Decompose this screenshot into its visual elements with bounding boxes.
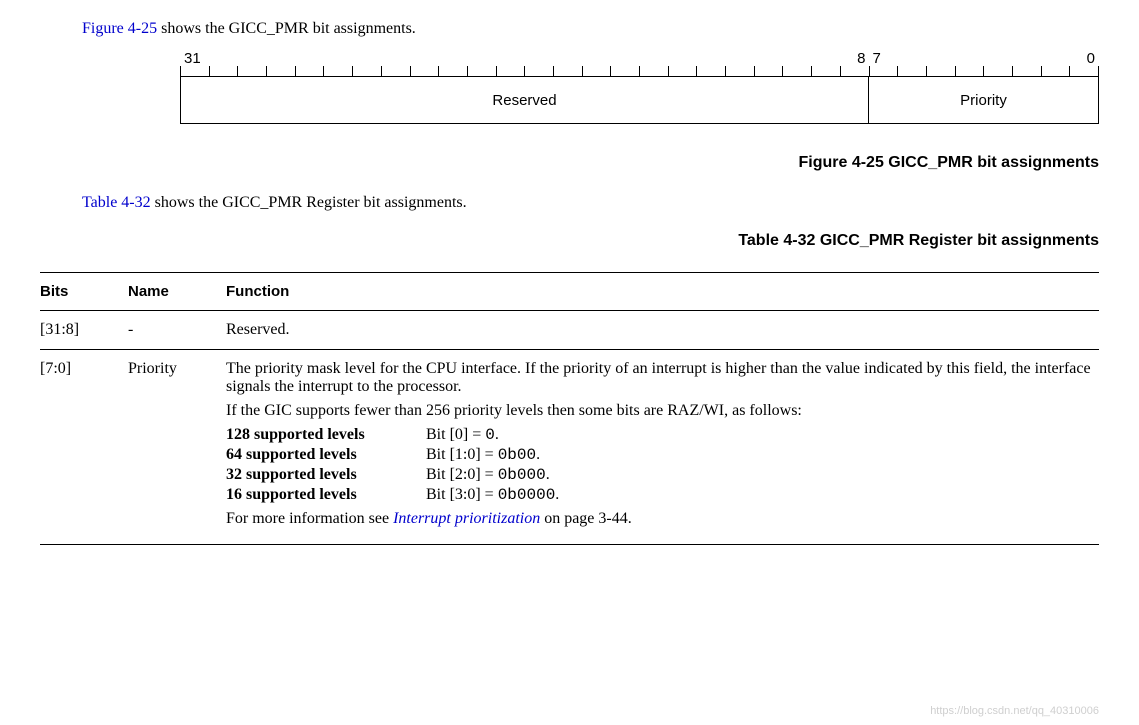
bit-tick bbox=[237, 66, 266, 76]
cell-function: Reserved. bbox=[226, 311, 1099, 350]
table-caption: Table 4-32 GICC_PMR Register bit assignm… bbox=[40, 232, 1099, 250]
bit-tick bbox=[1041, 66, 1070, 76]
tick-label: 8 bbox=[857, 50, 865, 67]
bitfield-tick-row: 31 87 0 bbox=[180, 54, 1099, 76]
table-row: [31:8] - Reserved. bbox=[40, 311, 1099, 350]
levels-value: Bit [1:0] = 0b00. bbox=[426, 446, 540, 464]
bit-tick bbox=[955, 66, 984, 76]
bit-tick bbox=[295, 66, 324, 76]
levels-label: 16 supported levels bbox=[226, 486, 426, 504]
table-xref-link[interactable]: Table 4-32 bbox=[82, 194, 151, 211]
bit-tick bbox=[668, 66, 697, 76]
bitfield-reserved-box: Reserved bbox=[181, 77, 868, 123]
cell-name: - bbox=[128, 311, 226, 350]
supported-levels-row: 16 supported levelsBit [3:0] = 0b0000. bbox=[226, 486, 1091, 504]
supported-levels-row: 32 supported levelsBit [2:0] = 0b000. bbox=[226, 466, 1091, 484]
th-name: Name bbox=[128, 273, 226, 311]
levels-label: 32 supported levels bbox=[226, 466, 426, 484]
th-bits: Bits bbox=[40, 273, 128, 311]
bit-tick bbox=[467, 66, 496, 76]
bit-tick: 7 bbox=[869, 66, 898, 76]
bit-tick bbox=[754, 66, 783, 76]
tick-label: 7 bbox=[873, 50, 881, 67]
tick-label: 31 bbox=[184, 50, 201, 67]
bit-tick bbox=[524, 66, 553, 76]
bit-tick bbox=[582, 66, 611, 76]
bit-tick: 31 bbox=[180, 66, 209, 76]
tick-label: 0 bbox=[1087, 50, 1095, 67]
bit-tick bbox=[696, 66, 725, 76]
intro1-rest: shows the GICC_PMR bit assignments. bbox=[157, 20, 416, 37]
bit-tick: 0 bbox=[1069, 66, 1099, 76]
table-row: [7:0] Priority The priority mask level f… bbox=[40, 350, 1099, 545]
bit-tick bbox=[897, 66, 926, 76]
levels-label: 128 supported levels bbox=[226, 426, 426, 444]
table-header-row: Bits Name Function bbox=[40, 273, 1099, 311]
func-moreinfo: For more information see Interrupt prior… bbox=[226, 510, 1091, 528]
bit-tick bbox=[725, 66, 754, 76]
func-para1: The priority mask level for the CPU inte… bbox=[226, 360, 1091, 396]
cell-function: The priority mask level for the CPU inte… bbox=[226, 350, 1099, 545]
cell-bits: [7:0] bbox=[40, 350, 128, 545]
bit-tick bbox=[381, 66, 410, 76]
bit-tick bbox=[438, 66, 467, 76]
bit-tick bbox=[610, 66, 639, 76]
bit-tick: 8 bbox=[840, 66, 869, 76]
levels-value: Bit [3:0] = 0b0000. bbox=[426, 486, 559, 504]
bit-tick bbox=[496, 66, 525, 76]
bit-tick bbox=[352, 66, 381, 76]
bit-tick bbox=[782, 66, 811, 76]
intro-table-line: Table 4-32 shows the GICC_PMR Register b… bbox=[82, 194, 1099, 212]
moreinfo-prefix: For more information see bbox=[226, 510, 393, 527]
bit-tick bbox=[266, 66, 295, 76]
bitfield-diagram: 31 87 0 Reserved Priority bbox=[180, 54, 1099, 124]
intro-figure-line: Figure 4-25 shows the GICC_PMR bit assig… bbox=[82, 20, 1099, 38]
bit-tick bbox=[811, 66, 840, 76]
bit-tick bbox=[1012, 66, 1041, 76]
supported-levels-row: 128 supported levelsBit [0] = 0. bbox=[226, 426, 1091, 444]
moreinfo-suffix: on page 3-44. bbox=[540, 510, 632, 527]
bit-tick bbox=[926, 66, 955, 76]
bit-tick bbox=[323, 66, 352, 76]
moreinfo-link[interactable]: Interrupt prioritization bbox=[393, 510, 540, 527]
bit-tick bbox=[983, 66, 1012, 76]
levels-value: Bit [0] = 0. bbox=[426, 426, 499, 444]
bitfield-boxes: Reserved Priority bbox=[180, 76, 1099, 124]
intro2-rest: shows the GICC_PMR Register bit assignme… bbox=[151, 194, 467, 211]
levels-label: 64 supported levels bbox=[226, 446, 426, 464]
cell-name: Priority bbox=[128, 350, 226, 545]
register-table: Bits Name Function [31:8] - Reserved. [7… bbox=[40, 272, 1099, 545]
th-function: Function bbox=[226, 273, 1099, 311]
bitfield-priority-box: Priority bbox=[868, 77, 1098, 123]
cell-bits: [31:8] bbox=[40, 311, 128, 350]
figure-xref-link[interactable]: Figure 4-25 bbox=[82, 20, 157, 37]
levels-value: Bit [2:0] = 0b000. bbox=[426, 466, 550, 484]
bit-tick bbox=[553, 66, 582, 76]
bit-tick bbox=[639, 66, 668, 76]
watermark-text: https://blog.csdn.net/qq_40310006 bbox=[930, 705, 1099, 717]
figure-caption: Figure 4-25 GICC_PMR bit assignments bbox=[40, 154, 1099, 172]
bit-tick bbox=[209, 66, 238, 76]
supported-levels-row: 64 supported levelsBit [1:0] = 0b00. bbox=[226, 446, 1091, 464]
bit-tick bbox=[410, 66, 439, 76]
func-para2: If the GIC supports fewer than 256 prior… bbox=[226, 402, 1091, 420]
